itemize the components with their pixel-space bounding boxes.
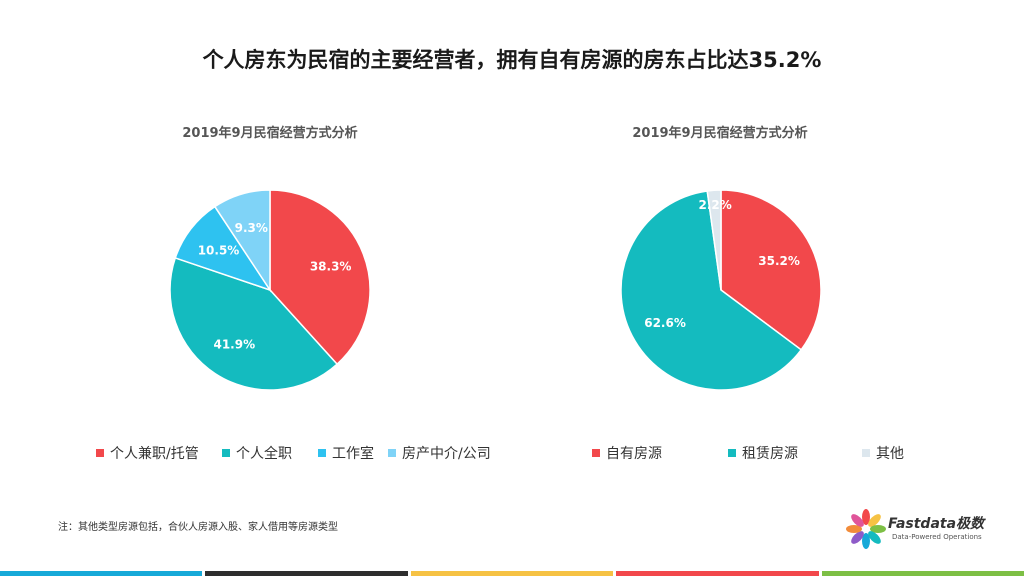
legend2-label-0: 自有房源 (606, 446, 662, 462)
pie2-label-1: 62.6% (644, 316, 686, 330)
legend1-label-0: 个人兼职/托管 (110, 446, 199, 462)
legend1-swatch-1 (222, 449, 230, 457)
pie-chart-property-source: 35.2% 62.6% 2.2% (620, 189, 822, 391)
slide-title: 个人房东为民宿的主要经营者，拥有自有房源的房东占比达35.2% (202, 48, 822, 72)
pie1-label-2: 10.5% (198, 243, 240, 257)
legend2-item-2: 其他 (862, 443, 904, 463)
legend1-swatch-0 (96, 449, 104, 457)
chart2-title: 2019年9月民宿经营方式分析 (632, 126, 808, 141)
bottom-color-bars (0, 571, 1024, 576)
chart1-title: 2019年9月民宿经营方式分析 (182, 126, 358, 141)
flower-logo-icon (846, 509, 886, 549)
legend1-label-2: 工作室 (332, 446, 374, 462)
legend-operation-mode: 个人兼职/托管 个人全职 工作室 房产中介/公司 (96, 443, 516, 463)
legend1-item-1: 个人全职 (222, 443, 292, 463)
legend1-item-0: 个人兼职/托管 (96, 443, 199, 463)
pie1-slice-0 (269, 189, 371, 366)
legend2-label-1: 租赁房源 (742, 446, 798, 462)
pie1-slice-1 (169, 256, 339, 391)
pie2-slice-1 (620, 190, 803, 391)
footnote: 注：其他类型房源包括，合伙人房源入股、家人借用等房源类型 (58, 522, 338, 533)
bottom-bar-0 (0, 571, 203, 576)
legend2-swatch-0 (592, 449, 600, 457)
pie1-label-1: 41.9% (213, 337, 255, 351)
bottom-bar-1 (205, 571, 408, 576)
logo-tagline: Data-Powered Operations (892, 533, 982, 541)
pie2-label-0: 35.2% (758, 254, 800, 268)
bottom-bar-3 (616, 571, 819, 576)
bottom-bar-2 (410, 571, 614, 576)
legend1-label-1: 个人全职 (236, 446, 292, 462)
pie1-slice-3 (213, 189, 271, 293)
pie2-slice-2 (706, 189, 722, 291)
legend1-swatch-2 (318, 449, 326, 457)
legend2-item-1: 租赁房源 (728, 443, 798, 463)
pie-chart-operation-mode: 38.3% 41.9% 10.5% 9.3% (169, 189, 371, 391)
legend2-swatch-1 (728, 449, 736, 457)
pie1-label-0: 38.3% (310, 260, 352, 274)
legend1-swatch-3 (388, 449, 396, 457)
bottom-bar-4 (821, 571, 1024, 576)
legend2-item-0: 自有房源 (592, 443, 662, 463)
pie1-label-3: 9.3% (235, 221, 268, 235)
pie2-label-2: 2.2% (698, 198, 731, 212)
legend2-label-2: 其他 (876, 446, 904, 462)
legend1-item-2: 工作室 (318, 443, 374, 463)
pie2-slice-0 (720, 189, 822, 351)
legend2-swatch-2 (862, 449, 870, 457)
legend1-item-3: 房产中介/公司 (388, 443, 491, 463)
legend1-label-3: 房产中介/公司 (402, 446, 491, 462)
fastdata-logo: Fastdata极数 Data-Powered Operations (846, 507, 1006, 551)
legend-property-source: 自有房源 租赁房源 其他 (592, 443, 922, 463)
logo-name: Fastdata极数 (888, 516, 985, 532)
